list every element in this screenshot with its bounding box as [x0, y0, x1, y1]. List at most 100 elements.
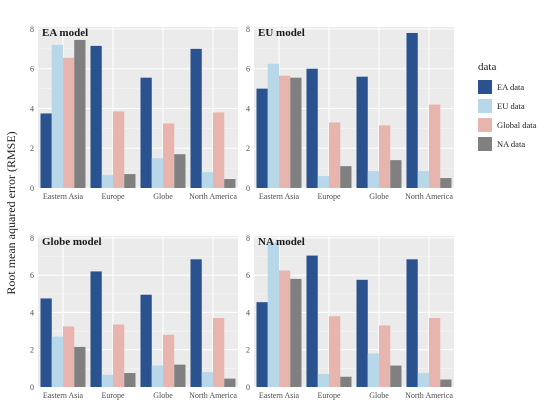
bar-na-model-globe-eu-data [367, 353, 379, 387]
x-tick-label: Globe [369, 192, 389, 201]
bar-globe-model-europe-ea-data [90, 271, 102, 387]
bar-ea-model-europe-global-data [113, 111, 125, 188]
panel-ea-model: 0 2 4 6 8 Eastern Asia Europe Globe North Americ… [30, 25, 238, 201]
panel-title: NA model [258, 236, 305, 248]
legend-swatch [478, 99, 492, 113]
legend-label: NA data [497, 139, 525, 149]
legend-item-na-data: NA data [478, 137, 525, 151]
bar-globe-model-north-america-na-data [224, 378, 236, 387]
bar-na-model-north-america-eu-data [417, 373, 429, 387]
x-tick-label: North America [405, 391, 453, 400]
y-tick-label: 4 [30, 308, 34, 317]
bar-na-model-europe-eu-data [317, 373, 329, 387]
y-tick-label: 4 [246, 308, 250, 317]
y-tick-label: 0 [246, 184, 250, 193]
bar-eu-model-north-america-eu-data [417, 171, 429, 188]
x-tick-label: Eastern Asia [259, 192, 300, 201]
bar-ea-model-north-america-global-data [213, 112, 225, 188]
bar-globe-model-europe-eu-data [101, 374, 113, 387]
bar-na-model-globe-global-data [379, 325, 391, 387]
legend-item-ea-data: EA data [478, 80, 524, 94]
legend-label: Global data [497, 120, 537, 130]
bar-ea-model-globe-ea-data [140, 77, 152, 188]
y-tick-label: 4 [246, 104, 250, 113]
bar-globe-model-eastern-asia-global-data [63, 326, 75, 387]
bar-ea-model-eastern-asia-na-data [74, 39, 86, 188]
panel-title: EA model [42, 27, 88, 39]
legend-swatch [478, 118, 492, 132]
y-tick-label: 2 [30, 144, 34, 153]
legend-label: EA data [497, 82, 524, 92]
y-tick-label: 6 [246, 271, 250, 280]
bar-globe-model-globe-na-data [174, 364, 186, 387]
bar-eu-model-eastern-asia-ea-data [256, 88, 268, 188]
bar-globe-model-globe-global-data [163, 334, 175, 387]
y-tick-label: 6 [30, 65, 34, 74]
legend-label: EU data [497, 101, 525, 111]
x-tick-label: North America [189, 192, 237, 201]
y-tick-label: 8 [246, 25, 250, 34]
y-tick-label: 8 [30, 234, 34, 243]
panel-title: EU model [258, 27, 305, 39]
bar-globe-model-north-america-eu-data [201, 372, 213, 387]
x-tick-label: Eastern Asia [43, 192, 84, 201]
x-tick-label: Globe [369, 391, 389, 400]
y-tick-label: 6 [30, 271, 34, 280]
x-tick-label: Europe [101, 192, 125, 201]
legend-swatch [478, 80, 492, 94]
bar-globe-model-eastern-asia-ea-data [40, 298, 52, 387]
bar-eu-model-north-america-global-data [429, 104, 441, 188]
bar-ea-model-eastern-asia-ea-data [40, 113, 52, 188]
bar-globe-model-europe-na-data [124, 373, 136, 387]
x-tick-label: Europe [101, 391, 125, 400]
bar-na-model-eastern-asia-global-data [279, 270, 291, 387]
panel-na-model: 0 2 4 6 8 Eastern Asia Europe Globe North Americ… [246, 234, 454, 400]
y-tick-label: 2 [30, 346, 34, 355]
bar-globe-model-eastern-asia-eu-data [51, 336, 63, 387]
legend-item-eu-data: EU data [478, 99, 525, 113]
bar-ea-model-europe-na-data [124, 174, 136, 188]
bar-na-model-globe-ea-data [356, 279, 368, 387]
y-axis-label: Root mean aquared error (RMSE) [4, 131, 18, 294]
bar-na-model-eastern-asia-ea-data [256, 302, 268, 387]
bar-na-model-north-america-ea-data [406, 259, 418, 387]
bar-ea-model-globe-eu-data [151, 158, 163, 188]
legend-title: data [478, 61, 496, 73]
bar-globe-model-north-america-global-data [213, 318, 225, 387]
y-tick-label: 2 [246, 144, 250, 153]
bar-ea-model-north-america-eu-data [201, 172, 213, 188]
x-tick-label: North America [405, 192, 453, 201]
bar-na-model-eastern-asia-na-data [290, 278, 302, 387]
y-tick-label: 4 [30, 104, 34, 113]
bar-eu-model-europe-na-data [340, 166, 352, 188]
bar-ea-model-eastern-asia-eu-data [51, 44, 63, 189]
bar-na-model-europe-na-data [340, 376, 352, 387]
y-tick-label: 8 [30, 25, 34, 34]
x-tick-label: Globe [153, 192, 173, 201]
legend-swatch [478, 137, 492, 151]
panel-title: Globe model [42, 236, 102, 248]
y-tick-label: 2 [246, 346, 250, 355]
bar-eu-model-europe-global-data [329, 122, 341, 188]
y-tick-label: 0 [246, 383, 250, 392]
panel-globe-model: 0 2 4 6 8 Eastern Asia Europe Globe North Americ… [30, 234, 238, 400]
x-tick-label: Europe [317, 391, 341, 400]
bar-na-model-europe-ea-data [306, 255, 318, 387]
bar-eu-model-europe-ea-data [306, 68, 318, 188]
bar-na-model-eastern-asia-eu-data [267, 242, 279, 387]
bar-ea-model-eastern-asia-global-data [63, 57, 75, 189]
y-tick-label: 8 [246, 234, 250, 243]
bar-ea-model-globe-global-data [163, 123, 175, 188]
y-tick-label: 6 [246, 65, 250, 74]
bar-ea-model-globe-na-data [174, 154, 186, 188]
bar-eu-model-north-america-na-data [440, 178, 452, 188]
bar-na-model-globe-na-data [390, 365, 402, 387]
bar-ea-model-north-america-ea-data [190, 48, 202, 188]
x-tick-label: North America [189, 391, 237, 400]
bar-eu-model-europe-eu-data [317, 176, 329, 188]
bar-globe-model-globe-eu-data [151, 365, 163, 387]
panels: 0 2 4 6 8 Eastern Asia Europe Globe North Americ… [30, 25, 454, 400]
bar-eu-model-eastern-asia-eu-data [267, 63, 279, 188]
x-tick-label: Eastern Asia [43, 391, 84, 400]
